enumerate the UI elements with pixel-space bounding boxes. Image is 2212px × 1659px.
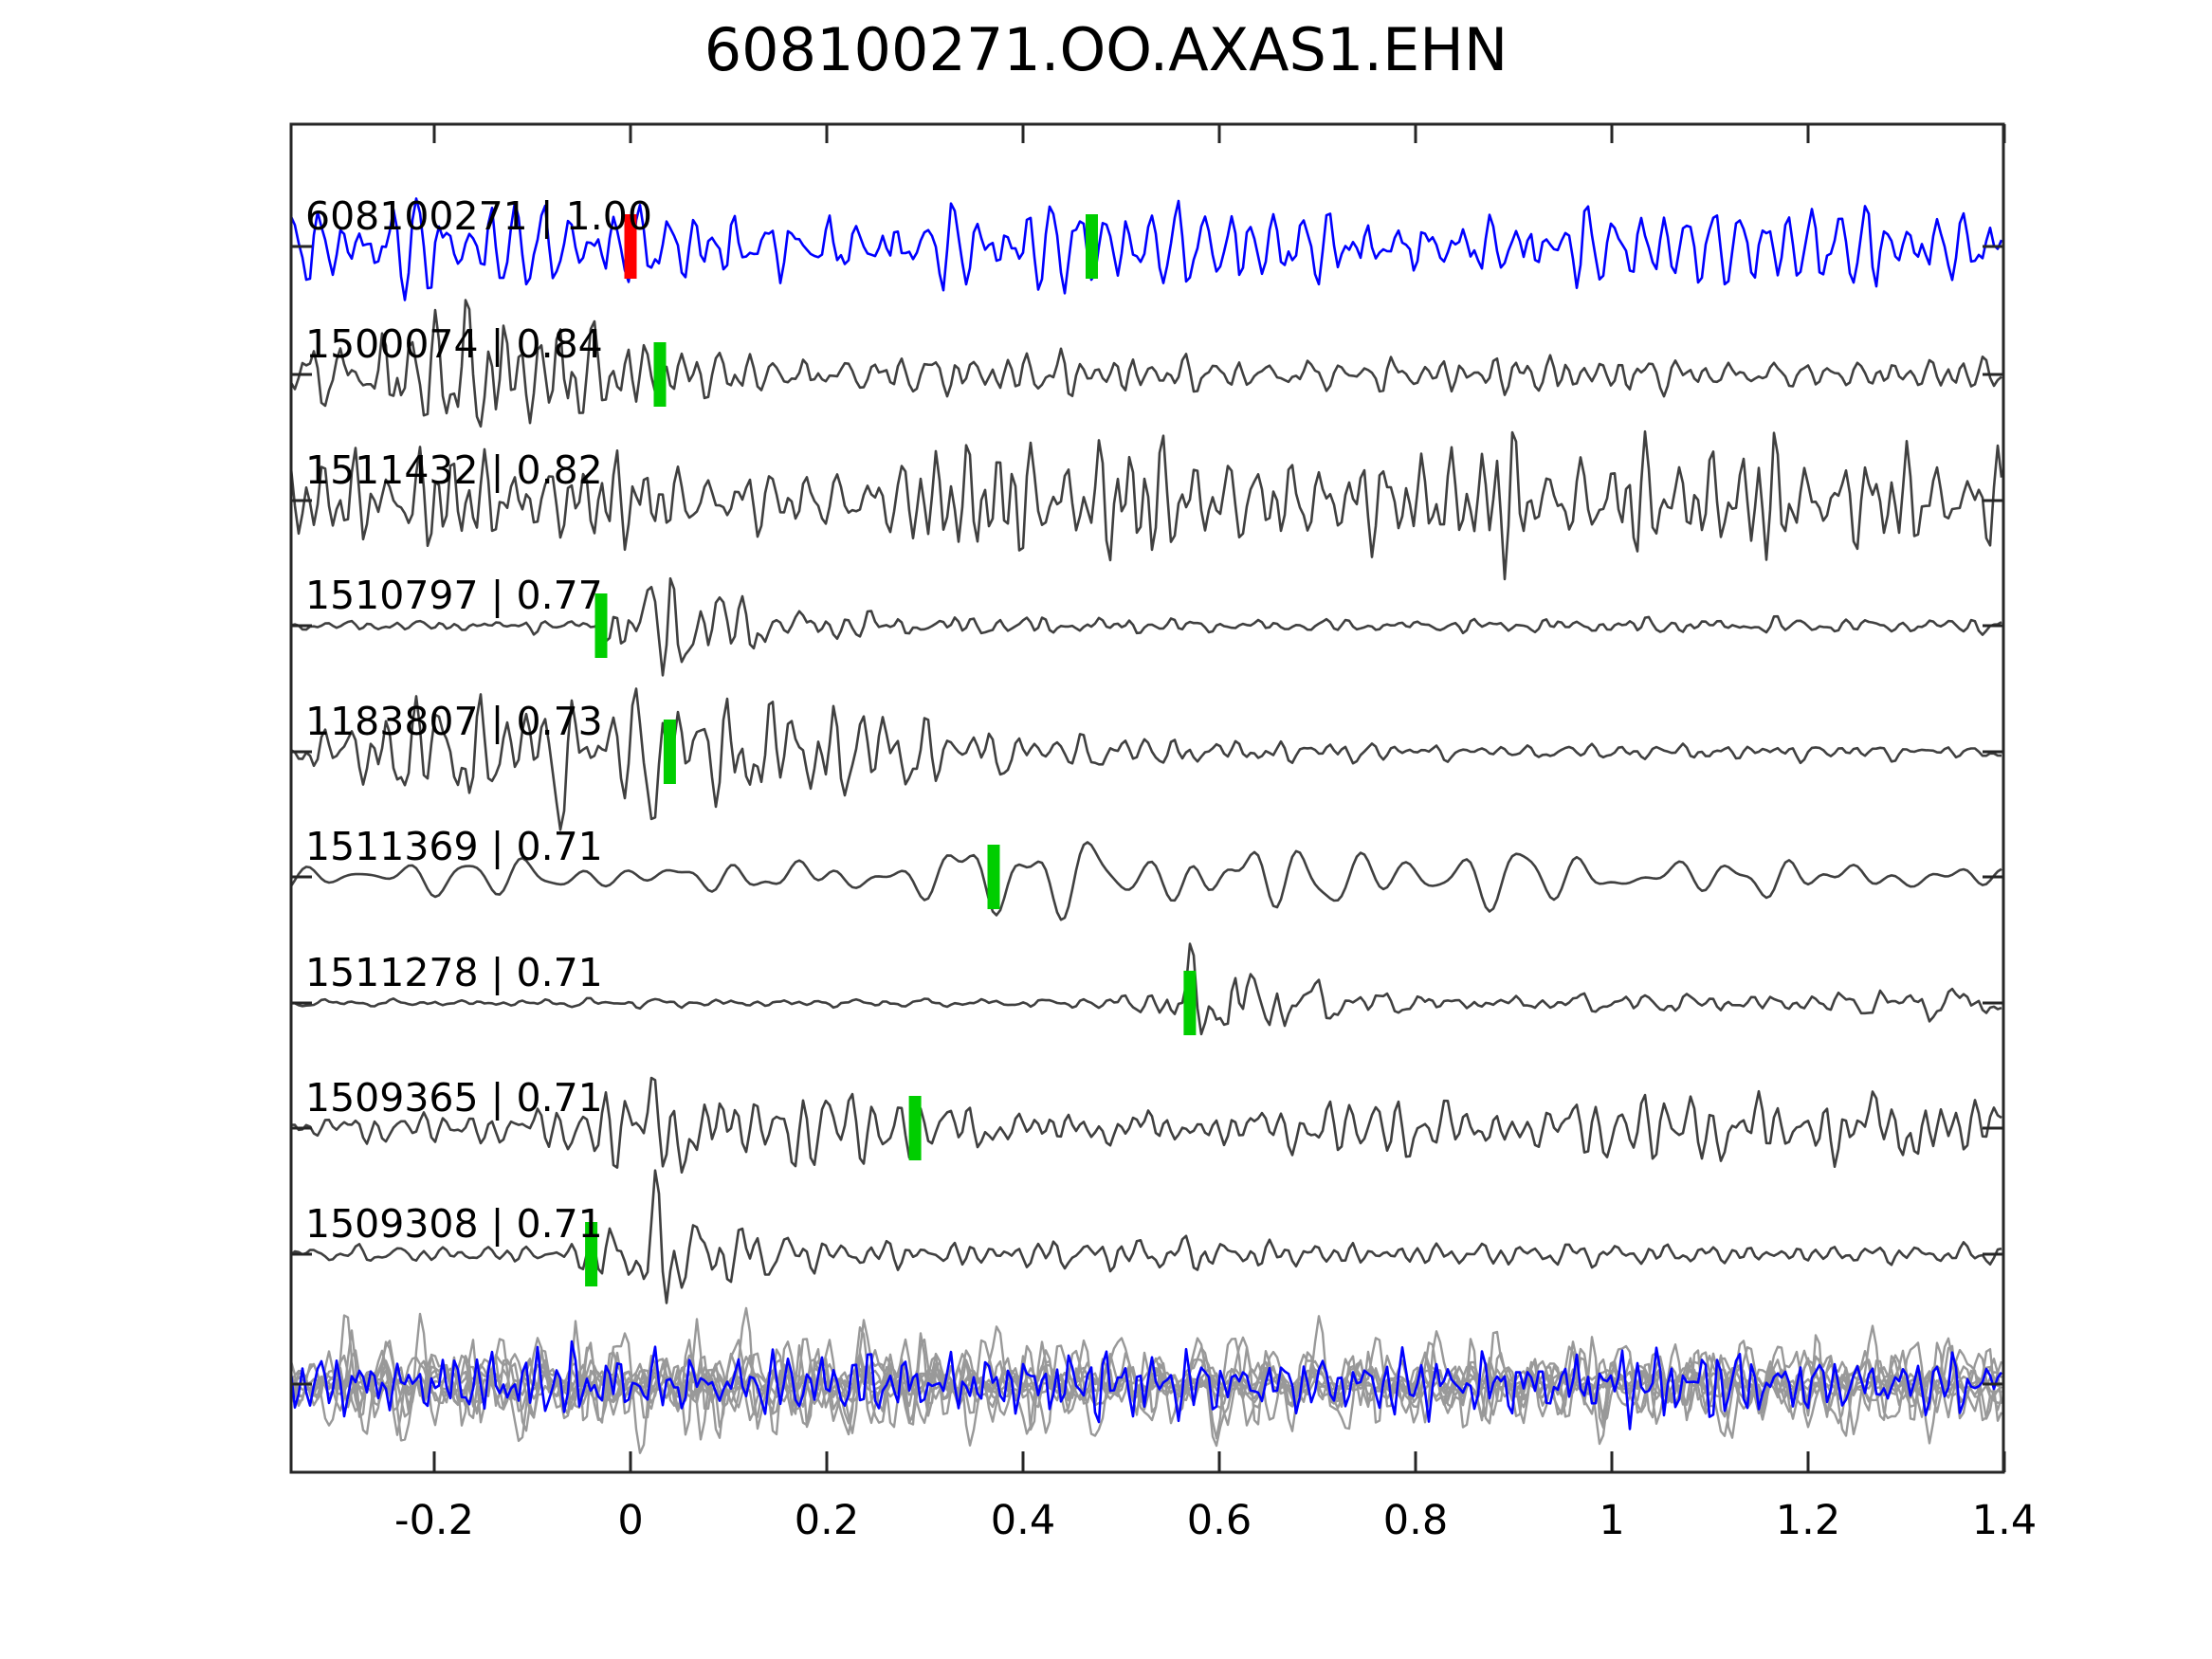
waveform-trace-1511432 (291, 429, 2003, 581)
trace-label: 1509365 | 0.71 (305, 1075, 603, 1121)
x-tick-label: 1.2 (1776, 1497, 1840, 1544)
waveform-trace-1509365 (291, 1076, 2002, 1174)
pick-marker (653, 342, 667, 407)
waveform-trace-1509308 (291, 1169, 2002, 1304)
x-tick-label: 0.4 (991, 1497, 1055, 1544)
pick-marker (585, 1222, 598, 1286)
waveform-trace-1183807 (291, 687, 2002, 831)
pick-marker (594, 593, 608, 658)
plot-area (291, 197, 2003, 1454)
pick-marker (1183, 971, 1197, 1035)
waveform-trace-608100271 (291, 197, 2003, 301)
figure-title: 608100271.OO.AXAS1.EHN (704, 15, 1508, 84)
waveform-trace-1511369 (291, 841, 2002, 921)
x-tick-label: 0 (617, 1497, 643, 1544)
trace-label: 1511432 | 0.82 (305, 447, 603, 493)
trace-label: 1509308 | 0.71 (305, 1201, 603, 1247)
trace-label: 1510797 | 0.77 (305, 573, 603, 618)
template-pick-marker (624, 214, 637, 279)
trace-label: 608100271 | 1.00 (305, 193, 652, 239)
trace-label: 1511369 | 0.71 (305, 824, 603, 869)
x-tick-label: 0.2 (795, 1497, 859, 1544)
x-tick-label: 0.6 (1187, 1497, 1252, 1544)
x-tick-label: -0.2 (394, 1497, 474, 1544)
x-tick-label: 1.4 (1972, 1497, 2037, 1544)
waveform-trace-1500074 (291, 299, 2002, 428)
pick-marker (987, 845, 1000, 909)
trace-label: 1183807 | 0.73 (305, 699, 603, 744)
axes-frame (289, 122, 2005, 1474)
pick-marker (908, 1096, 922, 1160)
trace-label: 1500074 | 0.84 (305, 321, 603, 367)
pick-marker (1086, 214, 1098, 279)
stack-template-waveform (291, 1340, 2003, 1431)
waveform-trace-1511278 (291, 942, 2002, 1036)
pick-marker (663, 720, 676, 784)
x-tick-label: 1 (1599, 1497, 1624, 1544)
waveform-trace-1510797 (291, 576, 2002, 677)
x-tick-label: 0.8 (1383, 1497, 1448, 1544)
trace-label: 1511278 | 0.71 (305, 950, 603, 995)
